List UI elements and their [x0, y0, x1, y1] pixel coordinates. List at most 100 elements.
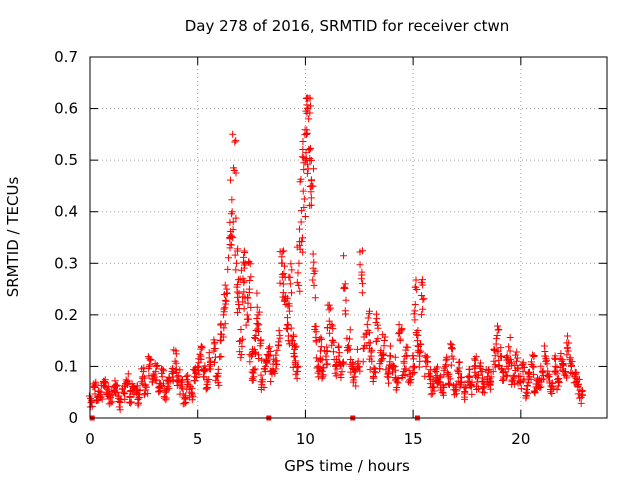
data-point-cloud	[91, 382, 99, 390]
data-point-cloud	[151, 376, 159, 384]
data-point-cloud	[199, 373, 207, 381]
data-point-cloud	[229, 226, 237, 234]
data-point-cloud	[246, 276, 254, 284]
data-point	[171, 357, 179, 365]
data-point-cloud	[275, 327, 283, 335]
data-point-cloud	[296, 287, 304, 295]
data-point-cloud	[95, 392, 103, 400]
data-point-cloud	[255, 327, 263, 335]
data-point-cloud	[155, 387, 163, 395]
data-point-cloud	[402, 365, 410, 373]
data-point-cloud	[468, 390, 476, 398]
data-point-cloud	[232, 214, 240, 222]
data-point-cloud	[326, 329, 334, 337]
data-point-cloud	[395, 321, 403, 329]
data-point-cloud	[340, 252, 348, 260]
data-point	[299, 187, 307, 195]
data-point-cloud	[330, 338, 338, 346]
data-point-cloud	[266, 343, 274, 351]
data-point-cloud	[243, 293, 251, 301]
data-point-cloud	[273, 346, 281, 354]
data-point-cloud	[444, 379, 452, 387]
data-point-cloud	[305, 145, 313, 153]
data-point-cloud	[527, 361, 535, 369]
data-point-cloud	[497, 344, 505, 352]
data-point-cloud	[329, 348, 337, 356]
data-point-cloud	[410, 310, 418, 318]
data-point-cloud	[466, 366, 474, 374]
data-point-cloud	[410, 355, 418, 363]
data-point-cloud	[179, 390, 187, 398]
data-point-cloud	[346, 326, 354, 334]
data-point-cloud	[381, 333, 389, 341]
data-point-cloud	[246, 351, 254, 359]
data-point-cloud	[210, 340, 218, 348]
data-point-cloud	[417, 340, 425, 348]
data-point-cloud	[308, 182, 316, 190]
data-point-cloud	[172, 359, 180, 367]
data-point-cloud	[543, 360, 551, 368]
y-tick-label: 0.5	[54, 151, 78, 169]
data-point-cloud	[296, 241, 304, 249]
data-point-cloud	[119, 385, 127, 393]
data-point-cloud	[228, 232, 236, 240]
data-point-cloud	[509, 376, 517, 384]
data-point-cloud	[365, 329, 373, 337]
data-point-cloud	[238, 342, 246, 350]
data-point-cloud	[447, 340, 455, 348]
data-point-cloud	[480, 383, 488, 391]
data-point-cloud	[298, 234, 306, 242]
data-point-cloud	[133, 382, 141, 390]
data-point-cloud	[278, 253, 286, 261]
data-point-cloud	[202, 385, 210, 393]
data-point-cloud	[145, 365, 153, 373]
data-point-cloud	[294, 269, 302, 277]
data-point-cloud	[563, 351, 571, 359]
data-point-cloud	[240, 264, 248, 272]
data-point-cloud	[310, 258, 318, 266]
data-point-cloud	[384, 370, 392, 378]
data-point-cloud	[433, 372, 441, 380]
data-point-cloud	[396, 335, 404, 343]
data-point-cloud	[504, 365, 512, 373]
data-point-cloud	[575, 375, 583, 383]
data-point-cloud	[461, 393, 469, 401]
data-point-cloud	[334, 343, 342, 351]
data-point-cloud	[196, 350, 204, 358]
data-point-cloud	[403, 352, 411, 360]
data-point-cloud	[181, 399, 189, 407]
data-point-cloud	[229, 234, 237, 242]
data-point-cloud	[153, 376, 161, 384]
data-point-cloud	[542, 355, 550, 363]
data-point-cloud	[108, 398, 116, 406]
data-point-cloud	[310, 281, 318, 289]
data-point-cloud	[280, 262, 288, 270]
data-point-cloud	[495, 362, 503, 370]
data-point-cloud	[240, 277, 248, 285]
data-point-cloud	[492, 335, 500, 343]
data-point-cloud	[224, 265, 232, 273]
data-point-cloud	[214, 369, 222, 377]
x-axis-label: GPS time / hours	[284, 457, 410, 475]
data-point-cloud	[527, 375, 535, 383]
data-point-cloud	[299, 138, 307, 146]
data-point-cloud	[417, 311, 425, 319]
data-point	[248, 352, 256, 360]
data-point-cloud	[229, 218, 237, 226]
data-point-cloud	[235, 289, 243, 297]
data-point-cloud	[290, 332, 298, 340]
data-point	[305, 115, 313, 123]
data-point-cloud	[273, 357, 281, 365]
data-point-cloud	[434, 379, 442, 387]
data-point-cloud	[112, 388, 120, 396]
data-point-cloud	[511, 362, 519, 370]
data-point-cloud	[433, 363, 441, 371]
data-point-cloud	[393, 383, 401, 391]
data-point-cloud	[155, 388, 163, 396]
data-point-cloud	[359, 344, 367, 352]
data-point-cloud	[152, 363, 160, 371]
data-point-cloud	[490, 346, 498, 354]
data-point-cloud	[332, 372, 340, 380]
data-point-cloud	[370, 372, 378, 380]
data-point-cloud	[579, 387, 587, 395]
